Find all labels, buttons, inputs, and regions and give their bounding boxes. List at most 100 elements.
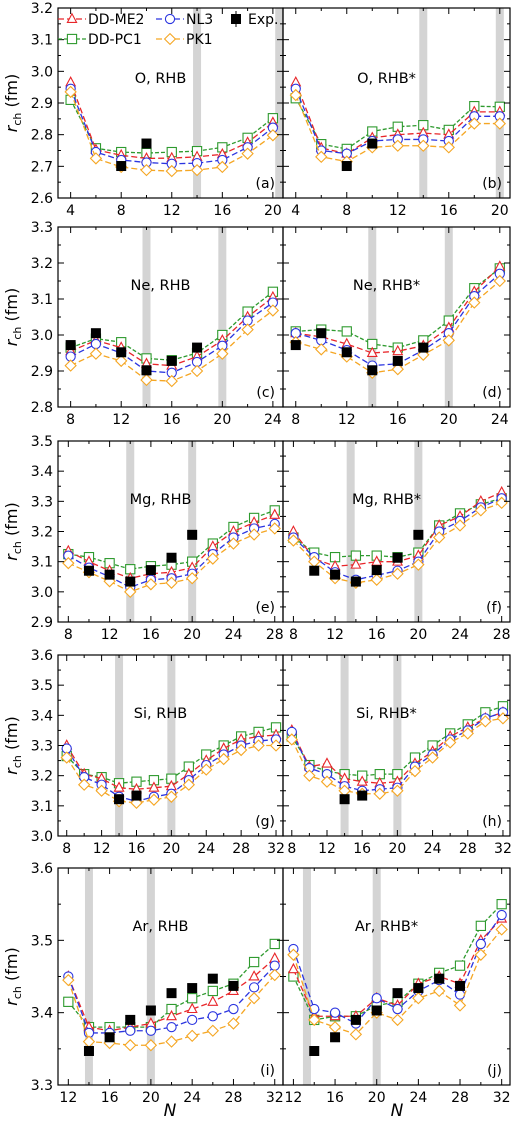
legend-label: PK1 [186,32,213,48]
y-tick-label: 3.2 [31,525,53,541]
data-point [341,347,352,358]
x-tick-label: 16 [353,841,371,857]
data-point [356,775,368,786]
series-exp- [83,973,239,1057]
data-point [442,334,455,347]
data-point [367,138,378,149]
data-point [247,992,261,1005]
data-point [89,152,103,165]
data-point [350,558,362,569]
data-point [166,1009,178,1021]
data-point [493,117,506,130]
y-label-symbol: r [2,998,21,1006]
data-point [187,993,198,1004]
panel-label: (f) [486,600,502,616]
data-point [468,117,481,130]
data-point [287,948,300,961]
x-tick-label: 24 [264,412,282,428]
legend-item-exp-: Exp. [231,11,278,28]
y-tick-label: 3.3 [31,494,53,510]
legend-marker [66,33,78,45]
series-line [70,99,274,154]
data-point [454,989,466,1000]
panel-e: 8 12 16 20 24 28 2.9 3.0 3.1 3.2 3.3 3.4 3.5 Mg, RHB (… [31,434,284,643]
data-point [418,342,429,353]
data-point [166,988,177,999]
y-label-symbol: r [2,338,21,346]
data-point [474,504,488,517]
x-tick-label: 16 [389,412,407,428]
data-point [392,344,404,356]
data-point [392,1003,403,1015]
y-tick-label: 3.6 [31,648,53,664]
panel-title: Si, RHB* [356,706,417,722]
data-point [442,141,455,154]
x-tick-label: 12 [93,841,111,857]
magic-number-band [218,227,227,407]
data-point [200,763,213,776]
data-point [357,790,368,801]
data-point [433,531,446,544]
data-point [145,565,156,576]
data-point [227,537,240,550]
x-tick-label: 16 [101,1090,119,1106]
x-tick-label: 28 [266,627,284,643]
x-tick-label: 32 [493,1090,511,1106]
y-tick-label: 3.5 [31,933,53,949]
panel-title: Ar, RHB* [355,919,418,935]
panel-label: (b) [482,176,502,192]
panel-title: O, RHB* [357,71,416,87]
magic-number-band [142,227,151,407]
data-point [371,565,382,576]
data-point [350,576,361,587]
data-point [408,764,422,778]
x-tick-label: 20 [409,627,427,643]
data-point [461,727,474,740]
y-tick-label: 3.3 [31,220,53,236]
x-tick-label: 32 [494,841,512,857]
data-point [125,1025,136,1036]
x-tick-label: 32 [267,841,285,857]
data-point [77,778,91,791]
data-point [140,163,153,177]
data-point [165,576,178,589]
panel-label: (c) [256,385,275,401]
legend-item-nl3: NL3 [156,12,213,28]
y-axis-label: rch (fm) [2,502,24,560]
data-point [321,757,333,768]
data-point [115,354,128,368]
data-point [413,529,424,540]
y-tick-label: 3.0 [31,585,53,601]
x-tick-label: 24 [451,627,469,643]
data-point [412,558,425,571]
x-tick-label: 16 [213,203,231,219]
x-tick-label: 12 [101,627,119,643]
data-point [62,973,75,987]
series-exp- [116,138,152,172]
y-tick-label: 3.6 [31,861,53,877]
x-tick-label: 16 [368,627,386,643]
data-point [248,982,260,993]
data-point [391,784,404,797]
data-point [392,988,403,999]
legend-marker [163,32,177,46]
x-axis-label-left: N [164,1101,177,1121]
y-tick-label: 2.9 [31,96,53,112]
data-point [287,962,299,974]
data-point [371,1005,382,1016]
series-exp- [309,529,424,587]
y-tick-label: 2.9 [31,615,53,631]
x-tick-label: 20 [368,1090,386,1106]
x-tick-label: 4 [291,203,300,219]
y-label-subscript: ch [11,113,24,126]
data-point [165,374,178,388]
panel-f: 8 12 16 20 24 28 Mg, RHB* (f) [282,440,511,643]
series-pk1 [64,304,280,388]
panel-label: (g) [255,814,275,830]
data-point [443,736,457,749]
data-point [350,1014,361,1025]
x-tick-label: 20 [183,627,201,643]
data-point [316,328,327,339]
data-point [391,567,404,580]
